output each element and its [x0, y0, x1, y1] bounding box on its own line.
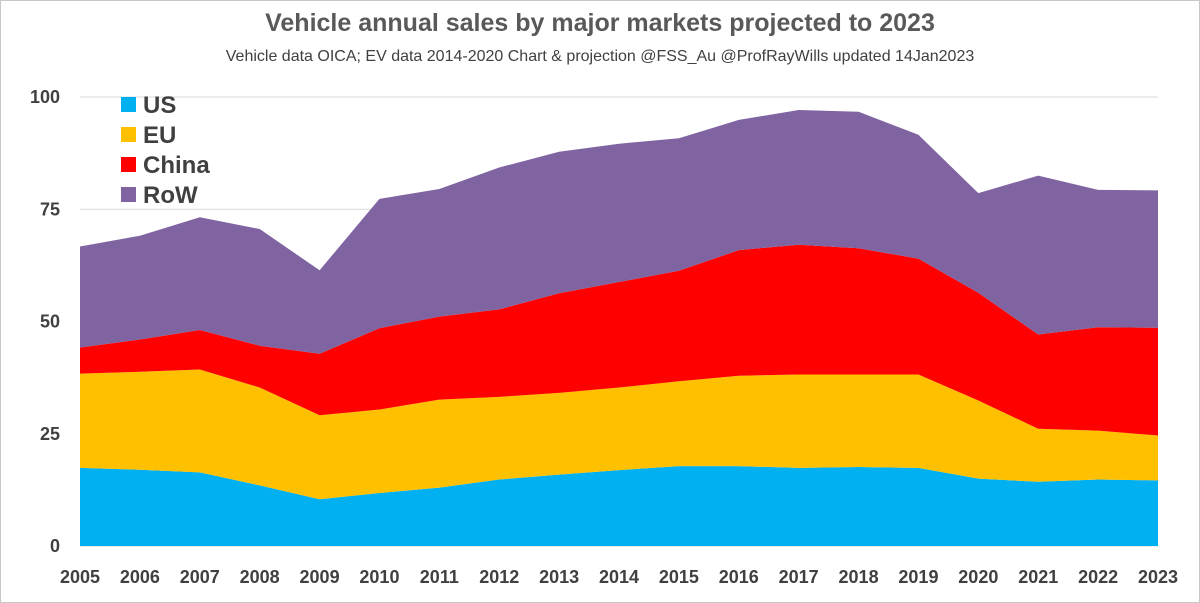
area-us: [80, 466, 1158, 546]
legend-label-china: China: [143, 152, 210, 179]
y-tick-label: 100: [30, 87, 60, 107]
x-tick-label: 2020: [958, 567, 998, 587]
x-tick-label: 2010: [359, 567, 399, 587]
x-tick-label: 2014: [599, 567, 639, 587]
legend-swatch-eu: [121, 127, 136, 142]
y-tick-label: 25: [40, 424, 60, 444]
x-tick-label: 2011: [420, 567, 459, 587]
x-tick-label: 2018: [839, 567, 879, 587]
x-tick-label: 2017: [779, 567, 819, 587]
area-china: [80, 244, 1158, 436]
area-row: [80, 110, 1158, 354]
x-tick-label: 2007: [180, 567, 220, 587]
x-tick-label: 2013: [539, 567, 579, 587]
x-axis-ticks: 2005 2006 2007 2008 2009 2010 2011 2012 2013 2014…: [60, 567, 1178, 587]
x-tick-label: 2022: [1078, 567, 1118, 587]
legend-swatch-us: [121, 97, 136, 112]
legend-label-us: US: [143, 92, 176, 119]
y-tick-label: 75: [40, 199, 60, 219]
legend-swatch-china: [121, 157, 136, 172]
y-tick-label: 0: [50, 536, 60, 556]
x-tick-label: 2023: [1138, 567, 1178, 587]
y-axis-ticks: 0 25 50 75 100: [30, 87, 60, 556]
x-tick-label: 2008: [240, 567, 280, 587]
x-tick-label: 2019: [898, 567, 938, 587]
legend-swatch-row: [121, 187, 136, 202]
x-tick-label: 2006: [120, 567, 160, 587]
x-tick-label: 2015: [659, 567, 699, 587]
area-eu: [80, 369, 1158, 500]
x-tick-label: 2016: [719, 567, 759, 587]
chart-title: Vehicle annual sales by major markets pr…: [265, 9, 935, 37]
chart-subtitle: Vehicle data OICA; EV data 2014-2020 Cha…: [225, 48, 975, 65]
y-tick-label: 50: [40, 312, 60, 332]
x-tick-label: 2012: [479, 567, 519, 587]
legend: US EU China RoW: [121, 92, 210, 209]
x-tick-label: 2005: [60, 567, 100, 587]
x-tick-label: 2021: [1018, 567, 1058, 587]
x-tick-label: 2009: [300, 567, 340, 587]
legend-label-eu: EU: [143, 122, 176, 149]
stacked-areas: [80, 110, 1158, 546]
legend-label-row: RoW: [143, 182, 198, 209]
